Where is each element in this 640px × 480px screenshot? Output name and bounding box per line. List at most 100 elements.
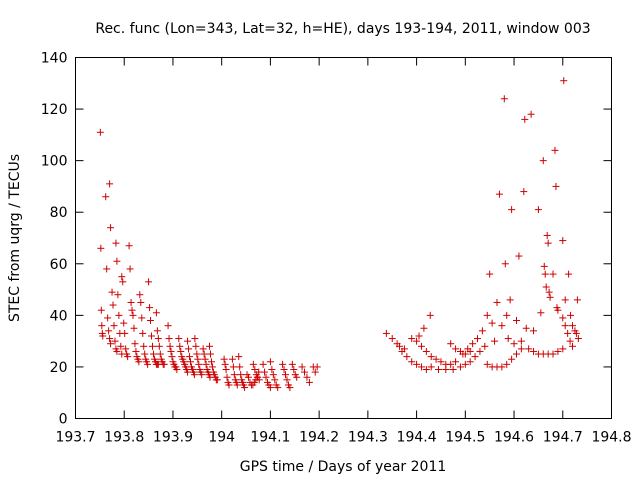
- data-point: [427, 363, 435, 371]
- data-point: [113, 347, 121, 355]
- data-point: [488, 319, 496, 327]
- data-point: [474, 335, 481, 343]
- data-point: [305, 378, 313, 386]
- data-point: [282, 371, 290, 379]
- data-point: [122, 345, 130, 353]
- data-point: [503, 360, 511, 368]
- data-point: [413, 360, 421, 368]
- data-point: [471, 353, 479, 361]
- y-tick-label: 40: [50, 308, 68, 324]
- data-point: [102, 193, 110, 201]
- x-tick-label: 193.8: [104, 430, 144, 446]
- data-point: [230, 371, 238, 379]
- data-point: [432, 355, 440, 363]
- data-point: [97, 244, 105, 252]
- data-point: [561, 322, 569, 330]
- data-point: [498, 363, 506, 371]
- data-point: [559, 345, 567, 353]
- y-tick-label: 20: [50, 360, 68, 376]
- data-point: [148, 342, 156, 350]
- data-point: [146, 304, 154, 312]
- data-point: [190, 371, 198, 379]
- data-point: [486, 270, 494, 278]
- x-tick-label: 193.9: [153, 430, 193, 446]
- data-point: [288, 360, 296, 368]
- data-point: [495, 190, 503, 198]
- data-point: [574, 335, 582, 343]
- data-point: [388, 335, 396, 343]
- x-tick-label: 193.7: [55, 430, 95, 446]
- x-tick-label: 194.5: [445, 430, 485, 446]
- data-point: [107, 224, 115, 232]
- data-point: [286, 384, 294, 392]
- data-point: [168, 353, 176, 361]
- data-point: [137, 298, 145, 306]
- data-point: [427, 353, 435, 361]
- data-point: [554, 347, 562, 355]
- data-point: [301, 368, 309, 376]
- data-point: [220, 355, 228, 363]
- data-point: [186, 353, 194, 361]
- data-point: [194, 355, 202, 363]
- data-point: [269, 371, 277, 379]
- data-points: [96, 77, 582, 392]
- data-point: [504, 335, 512, 343]
- data-point: [225, 381, 233, 389]
- x-tick-label: 194: [208, 430, 235, 446]
- data-point: [396, 342, 404, 350]
- data-point: [565, 270, 573, 278]
- data-point: [400, 345, 408, 353]
- x-axis-ticks: 193.7 193.8 193.9 194 194.1 194.2 194.3 194.4 19…: [55, 57, 632, 446]
- data-point: [456, 363, 464, 371]
- data-point: [546, 293, 554, 301]
- data-point: [149, 350, 157, 358]
- data-point: [549, 270, 557, 278]
- data-point: [483, 311, 491, 319]
- data-point: [165, 335, 173, 343]
- data-point: [103, 265, 111, 273]
- data-point: [175, 335, 183, 343]
- data-point: [503, 311, 511, 319]
- data-point: [223, 373, 231, 381]
- data-point: [192, 342, 200, 350]
- data-point: [437, 358, 445, 366]
- data-point: [125, 242, 133, 250]
- y-tick-label: 0: [59, 412, 68, 428]
- data-point: [452, 345, 460, 353]
- y-axis-ticks: 0 20 40 60 80 100 120 140: [41, 51, 612, 428]
- data-point: [268, 366, 276, 374]
- data-point: [115, 311, 123, 319]
- data-point: [493, 298, 501, 306]
- data-point: [114, 291, 122, 299]
- data-point: [262, 373, 270, 381]
- data-point: [141, 350, 149, 358]
- data-point: [559, 237, 567, 245]
- data-point: [561, 296, 569, 304]
- data-point: [120, 319, 128, 327]
- data-point: [510, 340, 518, 348]
- y-tick-label: 100: [41, 154, 68, 170]
- data-point: [266, 358, 274, 366]
- data-point: [131, 340, 139, 348]
- data-point: [508, 355, 516, 363]
- data-point: [512, 350, 520, 358]
- data-point: [298, 363, 306, 371]
- data-point: [124, 353, 132, 361]
- data-point: [96, 128, 104, 136]
- data-point: [271, 376, 279, 384]
- data-point: [508, 206, 516, 214]
- data-point: [185, 345, 193, 353]
- data-point: [154, 335, 162, 343]
- data-point: [121, 329, 129, 337]
- data-point: [517, 345, 525, 353]
- data-point: [420, 324, 428, 332]
- data-point: [564, 329, 572, 337]
- data-point: [195, 360, 203, 368]
- data-point: [206, 342, 213, 350]
- data-point: [279, 360, 287, 368]
- data-point: [551, 146, 559, 154]
- data-point: [525, 345, 533, 353]
- y-tick-label: 140: [41, 51, 68, 67]
- data-point: [483, 360, 491, 368]
- data-point: [311, 368, 319, 376]
